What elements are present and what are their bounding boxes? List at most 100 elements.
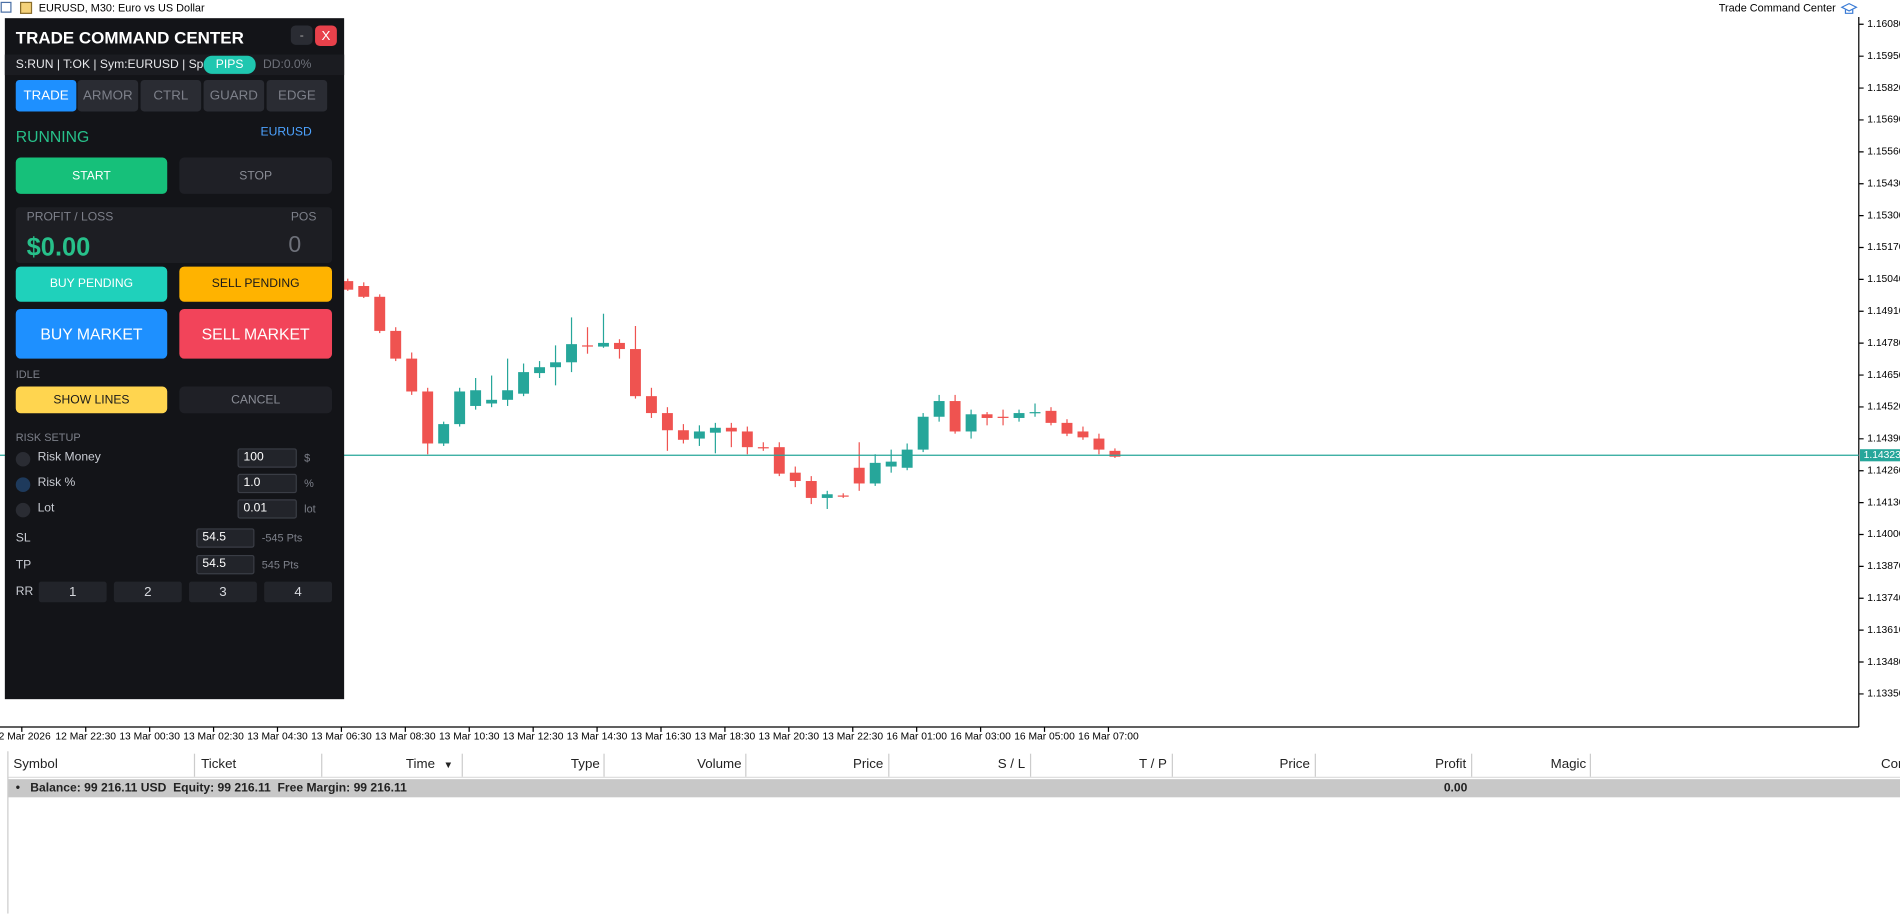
- row-bullet: •: [15, 781, 21, 795]
- x-tick-label: 16 Mar 03:00: [950, 731, 1011, 742]
- pl-label: PROFIT / LOSS: [26, 210, 114, 225]
- y-tick-label: 1.14390: [1867, 434, 1900, 445]
- risk-input[interactable]: 100: [237, 448, 297, 468]
- y-tick-label: 1.15820: [1867, 83, 1900, 94]
- x-tick-label: 13 Mar 14:30: [567, 731, 628, 742]
- candle-body: [757, 447, 769, 449]
- column-separator: [745, 753, 747, 777]
- column-header[interactable]: Ticket: [201, 757, 237, 772]
- candle-body: [837, 495, 849, 497]
- tp-input[interactable]: 54.5: [196, 554, 255, 575]
- tab[interactable]: CTRL: [140, 79, 202, 112]
- sort-arrow[interactable]: ▼: [443, 759, 454, 771]
- start-button[interactable]: START: [15, 157, 168, 194]
- mode-pill[interactable]: PIPS: [203, 55, 256, 74]
- x-tick-label: 13 Mar 12:30: [503, 731, 564, 742]
- column-header[interactable]: T / P: [1138, 757, 1167, 772]
- tab[interactable]: ARMOR: [77, 79, 139, 112]
- y-tick-label: 1.14910: [1867, 306, 1900, 317]
- candle-body: [1109, 450, 1121, 457]
- column-separator: [1314, 753, 1316, 777]
- y-tick-label: 1.14000: [1867, 529, 1900, 540]
- column-header[interactable]: S / L: [997, 757, 1026, 772]
- x-tick-label: 13 Mar 16:30: [631, 731, 692, 742]
- column-separator: [603, 753, 605, 777]
- column-header[interactable]: Price: [852, 757, 884, 772]
- y-tick-label: 1.14780: [1867, 338, 1900, 349]
- candle-body: [661, 413, 673, 431]
- y-tick-label: 1.15300: [1867, 210, 1900, 221]
- column-header[interactable]: Symbol: [13, 757, 58, 772]
- column-separator: [1029, 753, 1032, 777]
- candle-body: [614, 342, 625, 350]
- candle-body: [438, 424, 450, 444]
- risk-radio[interactable]: [15, 502, 31, 518]
- risk-input[interactable]: 1.0: [237, 473, 297, 494]
- risk-title: RISK SETUP: [15, 431, 81, 444]
- risk-input[interactable]: 0.01: [237, 499, 297, 519]
- close-button[interactable]: X: [315, 25, 337, 47]
- buy-market-button[interactable]: BUY MARKET: [15, 308, 168, 359]
- buy-pending-button[interactable]: BUY PENDING: [15, 266, 168, 302]
- candle-body: [1093, 438, 1105, 450]
- candle-body: [821, 494, 833, 498]
- column-header[interactable]: Time: [405, 757, 436, 772]
- rr-button[interactable]: 3: [189, 581, 257, 603]
- candle-body: [454, 391, 466, 425]
- candle-body: [502, 390, 514, 400]
- table-header: [8, 752, 1900, 778]
- status-bar: [4, 54, 345, 76]
- trade-panel: TRADE COMMAND CENTER - X S:RUN | T:OK | …: [4, 18, 345, 700]
- y-tick-label: 1.13740: [1867, 593, 1900, 604]
- column-header[interactable]: Comment: [1880, 757, 1900, 772]
- candle-body: [486, 399, 498, 404]
- cancel-button[interactable]: CANCEL: [179, 386, 333, 414]
- tab[interactable]: EDGE: [266, 79, 328, 112]
- risk-radio[interactable]: [15, 451, 31, 467]
- column-header[interactable]: Type: [570, 757, 600, 772]
- y-tick-label: 1.15430: [1867, 178, 1900, 189]
- x-tick-label: 13 Mar 08:30: [375, 731, 436, 742]
- rr-button[interactable]: 4: [264, 581, 333, 603]
- column-header[interactable]: Volume: [697, 757, 742, 772]
- y-tick-label: 1.14130: [1867, 497, 1900, 508]
- x-tick-label: 13 Mar 20:30: [759, 731, 820, 742]
- candle-body: [949, 401, 961, 432]
- pl-value: $0.00: [26, 233, 91, 262]
- order-state: IDLE: [15, 368, 41, 381]
- candle-body: [901, 449, 913, 468]
- candle-body: [805, 481, 817, 498]
- sl-input[interactable]: 54.5: [196, 528, 255, 548]
- price-chart: EURUSD, M30: Euro vs US Dollar Trade Com…: [0, 0, 1900, 742]
- candle-body: [789, 472, 801, 482]
- stop-button[interactable]: STOP: [179, 157, 333, 194]
- candle-body: [741, 431, 753, 448]
- candle-body: [534, 367, 546, 374]
- sell-pending-button[interactable]: SELL PENDING: [179, 266, 333, 302]
- rr-button[interactable]: 2: [113, 581, 182, 603]
- candle-body: [582, 345, 593, 347]
- column-header[interactable]: Profit: [1435, 757, 1467, 772]
- menu-icon: [0, 1, 12, 13]
- status-text: S:RUN | T:OK | Sym:EURUSD | Spr:4: [15, 58, 218, 72]
- y-tick-label: 1.15170: [1867, 242, 1900, 253]
- column-header[interactable]: Magic: [1550, 757, 1587, 772]
- y-tick-label: 1.13870: [1867, 561, 1900, 572]
- risk-label: Risk %: [37, 476, 76, 490]
- rr-button[interactable]: 1: [38, 581, 107, 603]
- y-tick-label: 1.13350: [1867, 689, 1900, 700]
- tab[interactable]: GUARD: [203, 79, 265, 112]
- show-lines-button[interactable]: SHOW LINES: [15, 386, 168, 414]
- column-header[interactable]: Price: [1279, 757, 1310, 772]
- tp-label: TP: [15, 558, 32, 572]
- candle-body: [645, 396, 657, 414]
- sell-market-button[interactable]: SELL MARKET: [179, 308, 333, 359]
- symbol: EURUSD: [260, 126, 312, 140]
- balance-text: Balance: 99 216.11 USD Equity: 99 216.11…: [30, 781, 407, 795]
- profit-total: 0.00: [1443, 781, 1468, 795]
- tab[interactable]: TRADE: [15, 79, 77, 112]
- risk-radio[interactable]: [15, 477, 31, 492]
- minimize-button[interactable]: -: [290, 25, 313, 45]
- candle-body: [358, 286, 370, 297]
